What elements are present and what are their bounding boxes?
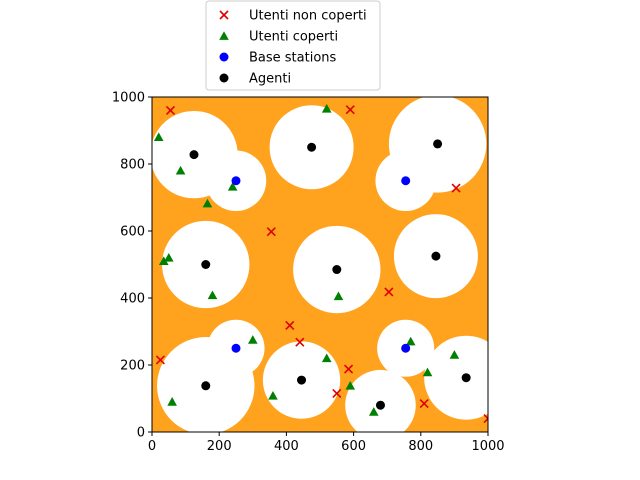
point-utenti-coperti	[227, 181, 238, 191]
legend-label: Utenti non coperti	[249, 9, 367, 24]
legend-entry-agenti: Agenti	[219, 72, 291, 87]
point-utenti-non-coperti	[295, 337, 305, 347]
legend-label: Base stations	[249, 51, 337, 66]
point-agenti	[461, 373, 471, 383]
markers-layer	[153, 103, 488, 424]
point-utenti-non-coperti	[384, 287, 394, 297]
legend-label: Utenti coperti	[249, 30, 338, 45]
point-utenti-coperti	[405, 336, 416, 346]
point-agenti	[433, 139, 443, 149]
legend-entry-base-stations: Base stations	[219, 51, 337, 66]
point-agenti	[201, 381, 211, 391]
point-base-stations	[231, 343, 241, 353]
y-tick-label: 0	[137, 426, 145, 441]
point-utenti-coperti	[422, 367, 433, 377]
y-tick-label: 1000	[112, 91, 145, 106]
point-utenti-non-coperti	[332, 388, 342, 399]
legend-marker-agenti	[219, 73, 229, 83]
y-tick-label: 600	[120, 225, 145, 240]
point-utenti-non-coperti	[419, 398, 429, 409]
point-agenti	[297, 375, 307, 385]
y-axis: 0 200 400 600 800 1000	[112, 91, 152, 441]
legend-box	[205, 0, 381, 91]
y-tick-label: 400	[120, 292, 145, 307]
legend-entry-utenti-non-coperti: Utenti non coperti	[219, 9, 367, 24]
point-utenti-coperti	[207, 290, 218, 300]
x-axis: 0 200 400 600 800 1000	[148, 432, 505, 454]
point-utenti-coperti	[202, 198, 213, 208]
legend-marker-base-stations	[219, 52, 229, 62]
point-agenti	[332, 265, 342, 275]
point-utenti-coperti	[164, 253, 174, 262]
point-agenti	[189, 150, 199, 160]
point-utenti-coperti	[333, 291, 344, 301]
point-agenti	[375, 400, 385, 410]
x-tick-label: 0	[148, 439, 156, 454]
coverage-layer	[152, 97, 488, 432]
point-utenti-coperti	[248, 335, 258, 344]
point-utenti-non-coperti	[285, 320, 295, 331]
x-tick-label: 800	[408, 439, 433, 454]
plot-frame	[151, 96, 489, 433]
legend-marker-utenti-coperti	[219, 31, 229, 40]
x-tick-label: 200	[207, 439, 232, 454]
point-utenti-non-coperti	[451, 183, 461, 193]
plot-area	[151, 96, 489, 433]
point-utenti-coperti	[321, 353, 332, 363]
legend: Utenti non coperti Utenti coperti Base sta…	[205, 0, 381, 91]
point-utenti-non-coperti	[483, 414, 488, 424]
legend-entries: Utenti non coperti Utenti coperti Base sta…	[219, 9, 367, 87]
legend-marker-utenti-non-coperti	[219, 10, 229, 20]
point-agenti	[201, 260, 211, 269]
x-tick-label: 400	[274, 439, 299, 454]
point-utenti-coperti	[345, 380, 356, 390]
point-utenti-non-coperti	[266, 227, 276, 237]
point-base-stations	[231, 176, 241, 186]
legend-entry-utenti-coperti: Utenti coperti	[219, 30, 338, 45]
point-utenti-coperti	[321, 103, 332, 113]
point-base-stations	[401, 176, 411, 186]
point-utenti-coperti	[167, 397, 177, 406]
point-utenti-coperti	[175, 165, 186, 175]
point-utenti-coperti	[368, 407, 379, 416]
point-utenti-coperti	[153, 132, 164, 142]
point-utenti-non-coperti	[155, 355, 165, 365]
point-utenti-non-coperti	[165, 105, 176, 115]
point-utenti-coperti	[268, 391, 278, 400]
point-utenti-non-coperti	[345, 105, 355, 115]
point-agenti	[431, 251, 441, 261]
point-utenti-coperti	[158, 256, 169, 265]
coverage-region	[424, 335, 488, 420]
y-tick-label: 800	[120, 158, 145, 173]
x-tick-label: 600	[341, 439, 366, 454]
y-tick-label: 200	[120, 359, 145, 374]
point-utenti-non-coperti	[343, 364, 354, 374]
point-agenti	[307, 142, 317, 152]
point-base-stations	[401, 343, 411, 353]
x-tick-label: 1000	[471, 439, 504, 454]
legend-label: Agenti	[249, 72, 291, 87]
point-utenti-coperti	[449, 350, 460, 359]
